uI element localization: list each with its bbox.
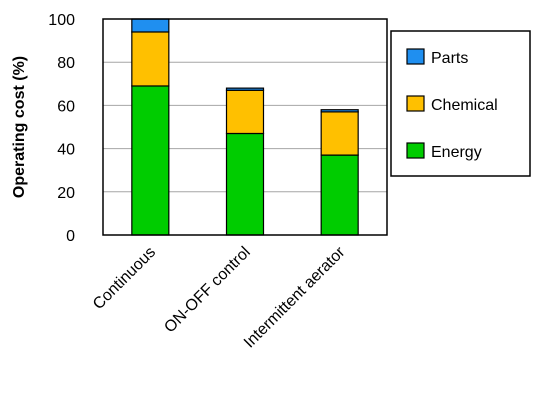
y-tick-label: 80 <box>57 55 75 72</box>
legend-label-parts: Parts <box>431 50 468 67</box>
bar-segment-parts <box>320 109 359 113</box>
y-axis-label: Operating cost (%) <box>11 56 28 198</box>
y-tick-label: 40 <box>57 142 75 159</box>
x-tick-label: Intermittent aerator <box>241 243 349 351</box>
bar-segment-chemical <box>131 31 170 87</box>
legend-swatch-energy <box>406 142 425 159</box>
bar-segment-parts <box>131 18 170 33</box>
y-tick-label: 0 <box>66 228 75 245</box>
y-tick-labels: 0 20 40 60 80 100 <box>48 12 75 245</box>
plot-frame <box>102 18 388 236</box>
legend: Parts Chemical Energy <box>390 30 531 177</box>
y-tick-label: 60 <box>57 98 75 115</box>
x-tick-label: Continuous <box>90 244 159 313</box>
bar-segment-energy <box>225 132 265 236</box>
legend-label-energy: Energy <box>431 144 482 161</box>
bar-segment-energy <box>131 85 170 236</box>
x-tick-label: ON-OFF control <box>161 244 253 336</box>
legend-label-chemical: Chemical <box>431 97 498 114</box>
bar-segment-chemical <box>320 111 359 156</box>
legend-swatch-parts <box>406 48 425 65</box>
bar-segment-parts <box>225 87 265 91</box>
legend-swatch-chemical <box>406 95 425 112</box>
bar-segment-energy <box>320 154 359 236</box>
bars <box>131 18 359 236</box>
y-tick-label: 20 <box>57 185 75 202</box>
y-tick-label: 100 <box>48 12 75 29</box>
bar-segment-chemical <box>225 89 265 135</box>
